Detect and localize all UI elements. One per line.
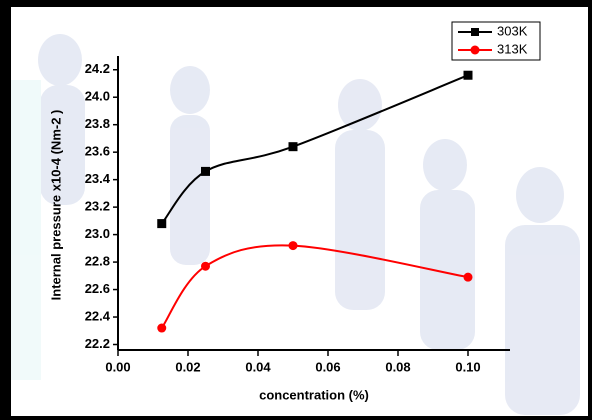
- marker: [463, 70, 473, 80]
- fit-line: [160, 74, 469, 225]
- fit-line: [160, 244, 469, 329]
- marker: [201, 261, 210, 271]
- x-tick-label: 0.00: [105, 359, 130, 374]
- y-tick-label: 22.6: [85, 281, 110, 296]
- y-tick-label: 23.0: [85, 226, 110, 241]
- marker: [463, 272, 473, 282]
- marker: [157, 219, 167, 229]
- y-tick-label: 22.8: [85, 254, 110, 269]
- x-tick-label: 0.04: [245, 359, 271, 374]
- y-tick-label: 23.8: [85, 116, 110, 131]
- x-tick-label: 0.02: [175, 359, 200, 374]
- y-tick-label: 23.2: [85, 199, 110, 214]
- legend-marker: [470, 45, 480, 55]
- y-tick-label: 22.4: [85, 308, 111, 323]
- y-tick-label: 22.2: [85, 336, 110, 351]
- marker: [157, 323, 167, 333]
- canvas: [11, 7, 588, 416]
- background-figures: [11, 34, 580, 415]
- x-axis-title: concentration (%): [259, 387, 369, 402]
- x-tick-label: 0.10: [455, 359, 480, 374]
- legend-label: 313K: [497, 41, 528, 56]
- y-tick-label: 24.0: [85, 89, 110, 104]
- marker: [201, 166, 210, 176]
- y-tick-label: 23.6: [85, 144, 110, 159]
- x-tick-label: 0.08: [385, 359, 410, 374]
- legend-box: [451, 21, 541, 61]
- marker: [288, 241, 298, 251]
- legend-marker: [471, 28, 479, 36]
- x-tick-label: 0.06: [315, 359, 340, 374]
- y-tick-label: 24.2: [85, 61, 110, 76]
- y-axis-title: Internal pressure x10-4 (Nm-2 ): [48, 110, 63, 301]
- legend-label: 303K: [497, 23, 528, 38]
- marker: [288, 142, 298, 152]
- y-tick-label: 23.4: [85, 171, 111, 186]
